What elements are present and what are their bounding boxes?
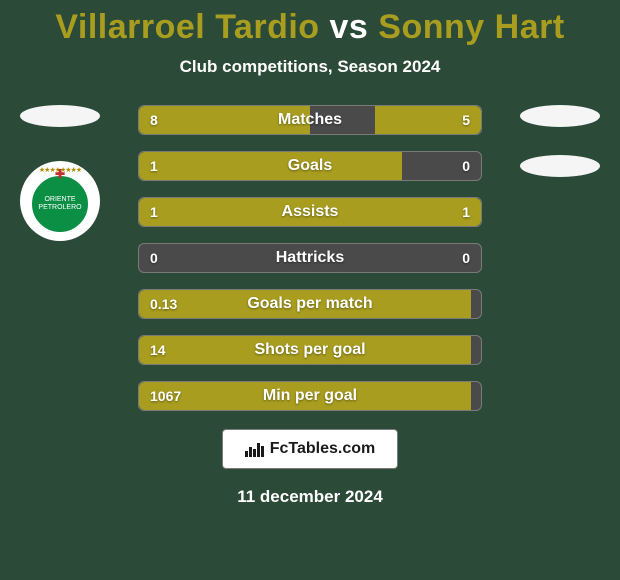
stat-value-left: 14	[138, 335, 178, 365]
stat-row: Min per goal1067	[138, 381, 482, 411]
stat-value-right: 0	[450, 151, 482, 181]
stat-label: Hattricks	[138, 243, 482, 273]
stat-value-right: 5	[450, 105, 482, 135]
club-badge-text: ORIENTE PETROLERO	[34, 196, 86, 211]
club-badge-cross-icon: ✚	[54, 168, 66, 182]
stat-value-right	[458, 381, 482, 411]
stat-label: Goals per match	[138, 289, 482, 319]
stat-value-left: 1	[138, 197, 170, 227]
player-left-nat-slot	[20, 105, 100, 127]
stat-label: Goals	[138, 151, 482, 181]
stats-rows: ★★★★★★★★ ✚ ORIENTE PETROLERO Matches8 5 Go…	[0, 105, 620, 411]
stat-row: Assists1 1	[138, 197, 482, 227]
title-separator: vs	[330, 8, 369, 46]
stat-row: Goals per match0.13	[138, 289, 482, 319]
player-right-name: Sonny Hart	[378, 8, 564, 46]
stat-label: Matches	[138, 105, 482, 135]
stat-value-left: 0.13	[138, 289, 189, 319]
footer-brand[interactable]: FcTables.com	[222, 429, 398, 469]
stat-value-left: 0	[138, 243, 170, 273]
stat-value-left: 1	[138, 151, 170, 181]
stat-value-left: 1067	[138, 381, 193, 411]
stat-label: Shots per goal	[138, 335, 482, 365]
player-left-name: Villarroel Tardio	[55, 8, 319, 46]
stat-row: Shots per goal14	[138, 335, 482, 365]
stat-value-right: 0	[450, 243, 482, 273]
stat-row: Goals1 0	[138, 151, 482, 181]
player-right-nat-slot	[520, 105, 600, 127]
stat-value-right	[458, 335, 482, 365]
subtitle: Club competitions, Season 2024	[0, 57, 620, 77]
footer-brand-text: FcTables.com	[270, 440, 376, 458]
club-badge-inner: ✚ ORIENTE PETROLERO	[32, 176, 88, 232]
footer-date: 11 december 2024	[0, 487, 620, 507]
player-right-club-slot	[520, 155, 600, 177]
page-title: Villarroel Tardio vs Sonny Hart	[0, 0, 620, 47]
stat-value-right: 1	[450, 197, 482, 227]
stat-label: Assists	[138, 197, 482, 227]
stat-row: Matches8 5	[138, 105, 482, 135]
stat-row: Hattricks0 0	[138, 243, 482, 273]
stat-value-right	[458, 289, 482, 319]
player-left-club-badge: ★★★★★★★★ ✚ ORIENTE PETROLERO	[20, 161, 100, 241]
stat-value-left: 8	[138, 105, 170, 135]
bar-chart-icon	[245, 441, 264, 457]
